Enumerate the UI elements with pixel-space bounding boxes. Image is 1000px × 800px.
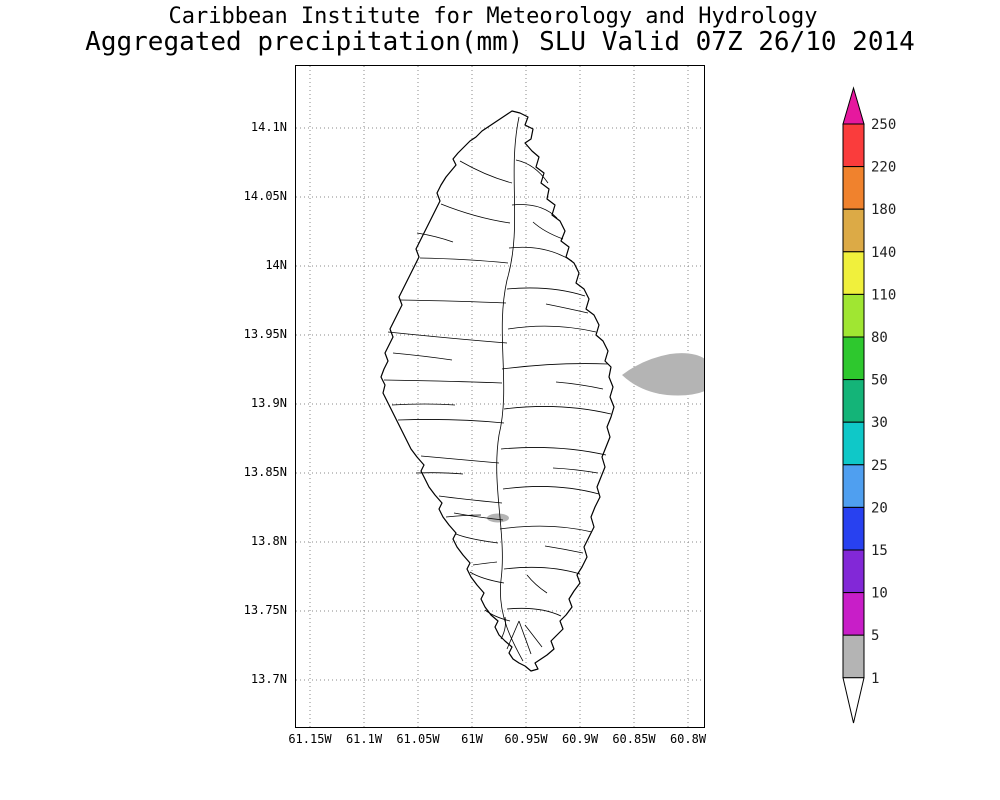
colorbar-label: 50 — [871, 373, 888, 389]
watershed-line — [440, 203, 511, 224]
watershed-line — [484, 609, 511, 622]
colorbar-segment — [842, 123, 865, 168]
watershed-line — [445, 514, 482, 518]
y-axis-label: 14.05N — [243, 189, 287, 203]
y-axis-label: 13.85N — [243, 465, 287, 479]
colorbar-segment — [842, 506, 865, 551]
x-axis-label: 60.8W — [669, 732, 707, 746]
x-axis-label: 60.85W — [612, 732, 656, 746]
x-axis-label: 61.05W — [396, 732, 440, 746]
watershed-line — [524, 624, 543, 648]
watershed-line — [499, 525, 593, 533]
colorbar-label: 10 — [871, 586, 888, 602]
watershed-line — [500, 616, 506, 640]
x-axis-label: 61W — [461, 732, 483, 746]
colorbar-label: 140 — [871, 245, 896, 261]
watershed-line — [496, 116, 524, 662]
colorbar-arrow-bottom — [842, 677, 865, 724]
colorbar-segment — [842, 634, 865, 679]
watershed-line — [555, 381, 604, 390]
y-axis-label: 13.7N — [250, 672, 287, 686]
y-axis-label: 13.95N — [243, 327, 287, 341]
watershed-line — [472, 561, 498, 566]
watershed-line — [415, 472, 464, 475]
colorbar-label: 20 — [871, 500, 888, 516]
watershed-line — [387, 331, 508, 344]
watershed-line — [552, 467, 599, 474]
colorbar-arrow-top — [842, 86, 865, 125]
watershed-line — [515, 159, 549, 184]
colorbar-label: 1 — [871, 671, 879, 687]
watershed-line — [391, 403, 456, 406]
colorbar-segment — [842, 293, 865, 338]
colorbar-segment — [842, 592, 865, 636]
colorbar-label: 15 — [871, 543, 888, 559]
y-axis-label: 13.8N — [250, 534, 287, 548]
watershed-line — [526, 574, 548, 594]
watershed-line — [503, 566, 581, 575]
colorbar-label: 250 — [871, 117, 896, 133]
colorbar-segment — [842, 421, 865, 466]
institute-title: Caribbean Institute for Meteorology and … — [168, 4, 818, 29]
precip-shade-offshore-east — [622, 353, 705, 396]
colorbar-segment — [842, 166, 865, 210]
watershed-line — [459, 160, 513, 184]
watershed-line — [503, 406, 612, 415]
colorbar-label: 80 — [871, 330, 888, 346]
colorbar-segment — [842, 379, 865, 423]
watershed-line — [397, 419, 505, 424]
watershed-line — [508, 246, 573, 262]
watershed-line — [469, 571, 505, 584]
watershed-line — [511, 204, 558, 219]
colorbar-segment — [842, 208, 865, 253]
precip-shade-inland-spot — [487, 513, 509, 523]
y-axis-label: 13.75N — [243, 603, 287, 617]
colorbar-label: 5 — [871, 628, 879, 644]
watershed-line — [502, 486, 600, 495]
watershed-line — [545, 303, 589, 314]
x-axis-label: 61.15W — [288, 732, 332, 746]
watershed-line — [507, 325, 597, 333]
x-axis-label: 61.1W — [345, 732, 383, 746]
watershed-line — [453, 512, 504, 521]
colorbar-segment — [842, 549, 865, 594]
watershed-line — [419, 257, 509, 264]
watershed-line — [518, 620, 532, 655]
colorbar-label: 110 — [871, 287, 896, 303]
colorbar-label: 180 — [871, 202, 896, 218]
island-outline — [380, 110, 615, 672]
watershed-line — [506, 607, 562, 617]
watershed-boundaries — [383, 116, 612, 662]
watershed-line — [532, 221, 564, 240]
watershed-line — [383, 379, 503, 384]
gridlines — [296, 66, 704, 727]
map-plot-area — [295, 65, 705, 728]
colorbar-segment — [842, 336, 865, 381]
colorbar-label: 30 — [871, 415, 888, 431]
watershed-line — [420, 455, 500, 464]
colorbar-label: 220 — [871, 160, 896, 176]
watershed-line — [438, 495, 503, 504]
plot-frame — [295, 65, 705, 728]
colorbar-segment — [842, 251, 865, 295]
watershed-line — [506, 287, 586, 297]
x-axis-label: 60.9W — [561, 732, 599, 746]
watershed-line — [500, 447, 607, 456]
y-axis-label: 13.9N — [250, 396, 287, 410]
watershed-line — [544, 545, 584, 554]
watershed-line — [416, 232, 454, 243]
x-axis-label: 60.95W — [504, 732, 548, 746]
watershed-line — [455, 533, 499, 544]
watershed-line — [501, 363, 609, 370]
y-axis-label: 14.1N — [250, 120, 287, 134]
plot-title: Aggregated precipitation(mm) SLU Valid 0… — [85, 27, 915, 57]
watershed-line — [506, 620, 520, 650]
colorbar-label: 25 — [871, 458, 888, 474]
watershed-line — [399, 299, 507, 304]
y-axis-label: 14N — [265, 258, 287, 272]
colorbar-segment — [842, 464, 865, 508]
watershed-line — [392, 352, 453, 361]
colorbar: 250 220 180 140 110 80 50 30 25 20 15 10… — [842, 86, 896, 724]
